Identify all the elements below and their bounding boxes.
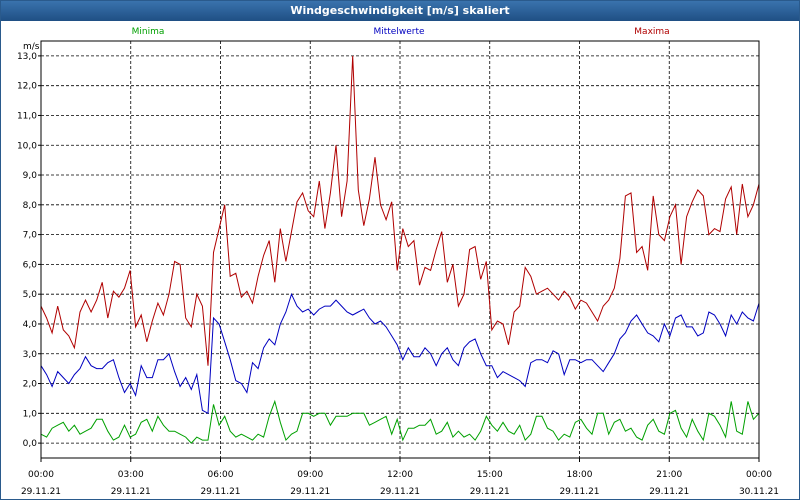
y-tick-label: 3,0 [23,350,38,360]
series-line-mittelwerte [40,292,760,415]
x-axis: 00:00 29.11.21 03:00 29.11.21 06:00 29.11.21 0… [21,458,779,497]
y-axis: 0,0 1,0 2,0 3,0 4,0 5,0 6,0 7,0 8,0 9,0 10,0 11,0 12… [17,52,41,449]
x-tick-date: 29.11.21 [559,487,599,497]
x-tick-time: 15:00 [477,470,503,480]
x-tick-time: 18:00 [567,470,593,480]
y-tick-label: 5,0 [23,290,38,300]
x-tick-date: 30.11.21 [739,487,779,497]
x-tick-time: 06:00 [208,470,234,480]
y-tick-label: 6,0 [23,260,38,270]
legend-minima: Minima [132,27,165,37]
window-title: Windgeschwindigkeit [m/s] skaliert [1,1,799,21]
x-tick-date: 29.11.21 [380,487,420,497]
y-tick-label: 13,0 [17,52,37,62]
series-line-maxima [40,55,760,366]
x-tick-date: 29.11.21 [21,487,61,497]
x-tick-time: 09:00 [297,470,323,480]
y-tick-label: 8,0 [23,201,38,211]
legend: Minima Mittelwerte Maxima [132,27,670,37]
legend-maxima: Maxima [634,27,669,37]
legend-mittelwerte: Mittelwerte [373,27,424,37]
x-tick-time: 03:00 [118,470,144,480]
x-tick-date: 29.11.21 [470,487,510,497]
y-tick-label: 2,0 [23,380,38,390]
series-lines [40,55,760,444]
x-tick-time: 12:00 [387,470,413,480]
x-tick-date: 29.11.21 [111,487,151,497]
y-axis-label: m/s [23,42,40,52]
y-tick-label: 11,0 [17,111,37,121]
y-tick-label: 1,0 [23,409,38,419]
y-tick-label: 9,0 [23,171,38,181]
y-tick-label: 4,0 [23,320,38,330]
grid [41,41,759,458]
x-tick-time: 00:00 [746,470,772,480]
series-line-minima [40,399,760,444]
x-tick-time: 00:00 [28,470,54,480]
y-tick-label: 12,0 [17,82,37,92]
x-tick-date: 29.11.21 [200,487,240,497]
y-tick-label: 7,0 [23,231,38,241]
plot-frame [40,40,760,459]
x-tick-date: 29.11.21 [290,487,330,497]
x-tick-time: 21:00 [656,470,682,480]
y-tick-label: 10,0 [17,141,37,151]
x-tick-date: 29.11.21 [649,487,689,497]
y-tick-label: 0,0 [23,439,38,449]
